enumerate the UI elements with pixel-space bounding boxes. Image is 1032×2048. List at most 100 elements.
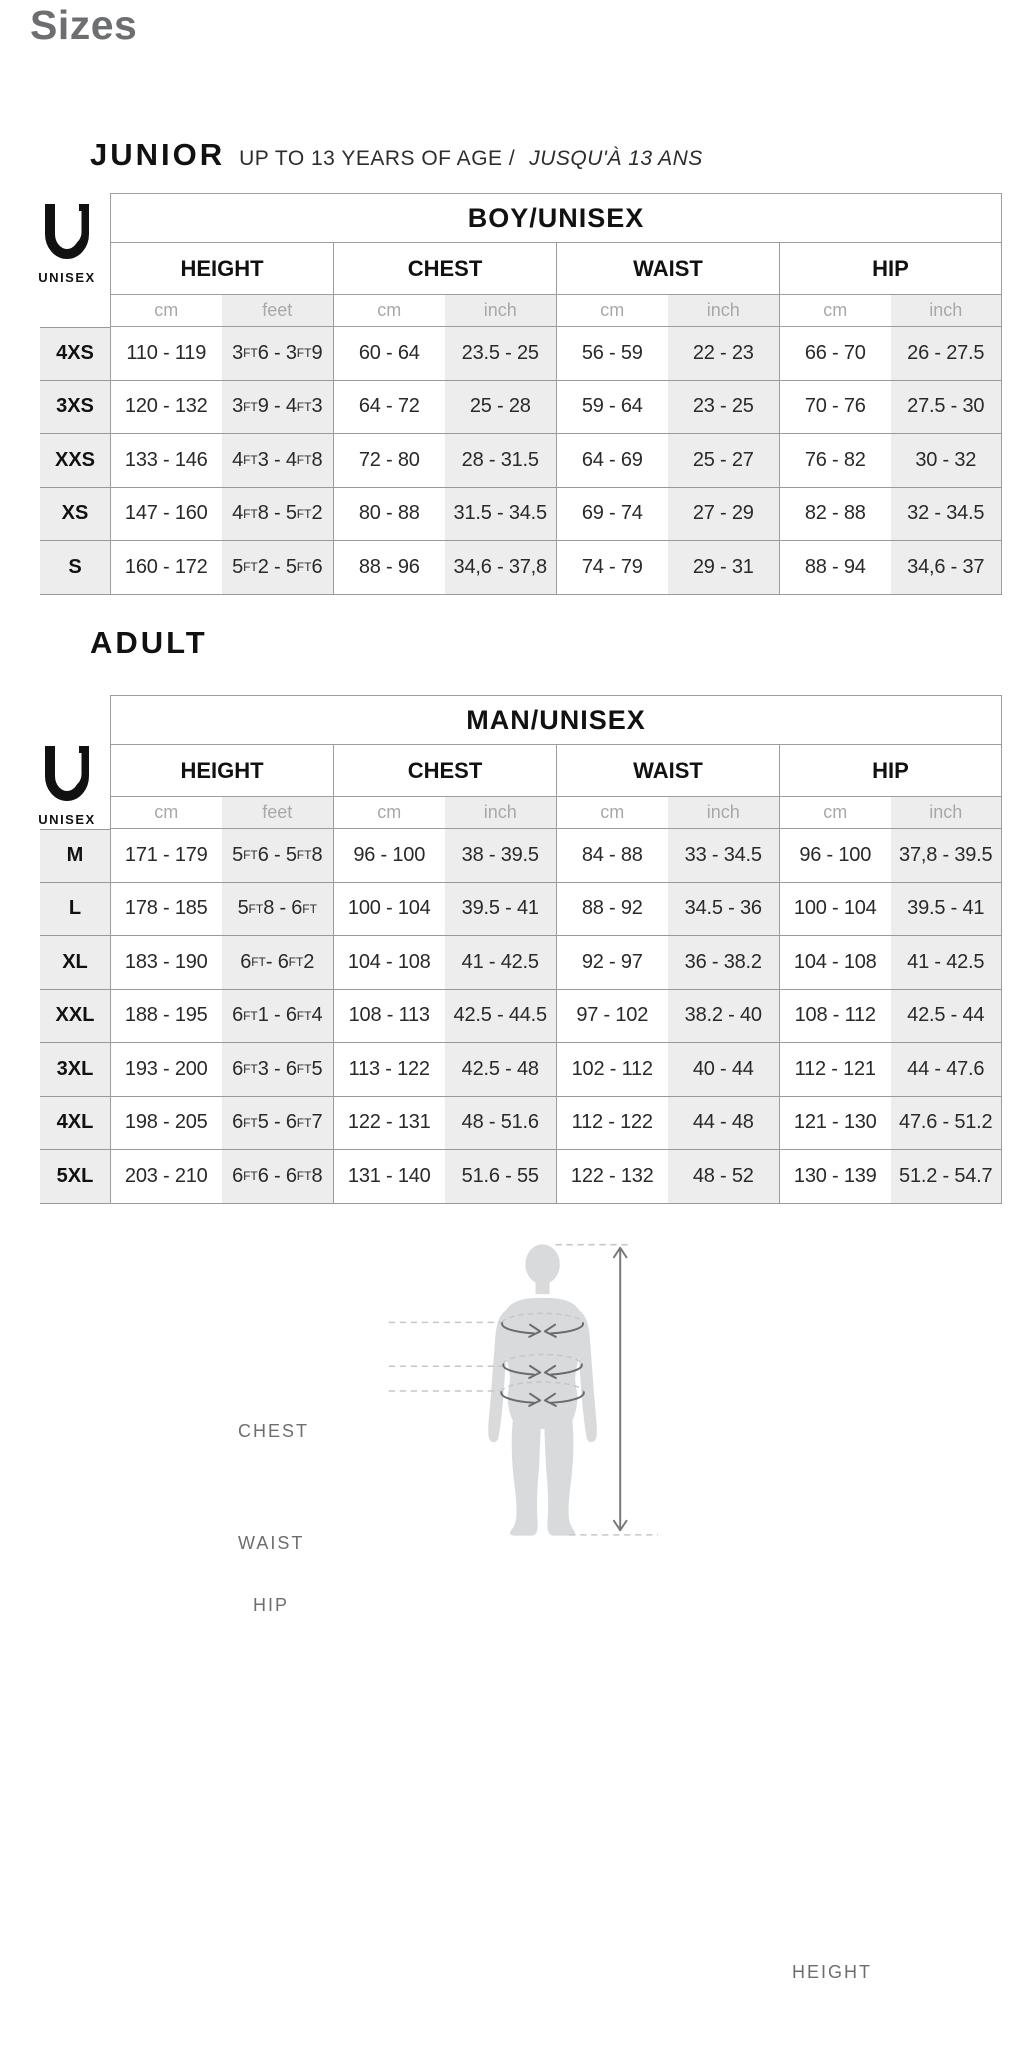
adult-size-label-M: M	[40, 829, 110, 883]
table-cell: 37,8 - 39.5	[890, 829, 1002, 883]
table-cell: 32 - 34.5	[890, 487, 1002, 541]
chest-label: CHEST	[238, 1421, 310, 1441]
table-cell: 133 - 146	[110, 434, 222, 488]
table-cell: 38.2 - 40	[667, 989, 779, 1043]
feet-unit-abbrev: FT	[296, 848, 312, 863]
table-cell: 51.2 - 54.7	[890, 1150, 1002, 1204]
adult-size-label-4XL: 4XL	[40, 1096, 110, 1150]
table-cell: 34,6 - 37	[890, 541, 1002, 595]
table-cell: 34.5 - 36	[667, 882, 779, 936]
table-cell: 3 FT 9 - 4 FT 3	[221, 380, 333, 434]
adult-heading-text: ADULT	[90, 625, 208, 660]
table-cell: 88 - 96	[333, 541, 445, 595]
table-cell: 74 - 79	[556, 541, 668, 595]
adult-size-table: MAN/UNISEX HEIGHT CHEST WAIST HIP cm fee…	[40, 695, 1002, 1204]
feet-unit-abbrev: FT	[243, 848, 258, 863]
feet-unit-abbrev: FT	[302, 901, 317, 916]
table-cell: 5 FT 6 - 5 FT 8	[221, 829, 333, 883]
table-cell: 80 - 88	[333, 487, 445, 541]
body-silhouette	[488, 1244, 597, 1536]
feet-unit-abbrev: FT	[243, 399, 258, 414]
table-cell: 160 - 172	[110, 541, 222, 595]
table-cell: 96 - 100	[779, 829, 891, 883]
adult-col-waist: WAIST	[556, 745, 779, 797]
table-cell: 110 - 119	[110, 327, 222, 381]
feet-unit-abbrev: FT	[296, 399, 312, 414]
table-cell: 193 - 200	[110, 1043, 222, 1097]
table-cell: 69 - 74	[556, 487, 668, 541]
table-cell: 84 - 88	[556, 829, 668, 883]
hip-band-icon	[500, 1381, 585, 1407]
table-cell: 112 - 122	[556, 1096, 668, 1150]
waist-label: WAIST	[238, 1533, 305, 1553]
table-cell: 6 FT 3 - 6 FT 5	[221, 1043, 333, 1097]
feet-unit-abbrev: FT	[296, 506, 312, 521]
table-cell: 5 FT 2 - 5 FT 6	[221, 541, 333, 595]
table-cell: 64 - 72	[333, 380, 445, 434]
table-cell: 203 - 210	[110, 1150, 222, 1204]
adult-unit-hip-cm: cm	[779, 797, 891, 829]
adult-group-spacer	[40, 745, 110, 797]
table-cell: 183 - 190	[110, 936, 222, 990]
adult-size-label-3XL: 3XL	[40, 1043, 110, 1097]
hip-label: HIP	[253, 1595, 290, 1615]
height-label: HEIGHT	[792, 1962, 873, 1982]
junior-col-hip: HIP	[779, 243, 1002, 295]
table-cell: 130 - 139	[779, 1150, 891, 1204]
table-cell: 48 - 51.6	[444, 1096, 556, 1150]
table-cell: 34,6 - 37,8	[444, 541, 556, 595]
junior-unit-hip-cm: cm	[779, 295, 891, 327]
adult-table-corner-spacer	[40, 695, 110, 745]
junior-size-label-4XS: 4XS	[40, 327, 110, 381]
feet-unit-abbrev: FT	[288, 955, 304, 970]
junior-subheading-en: UP TO 13 YEARS OF AGE /	[239, 147, 516, 170]
table-cell: 178 - 185	[110, 882, 222, 936]
feet-unit-abbrev: FT	[248, 901, 264, 916]
table-cell: 41 - 42.5	[890, 936, 1002, 990]
feet-unit-abbrev: FT	[296, 346, 312, 361]
table-cell: 31.5 - 34.5	[444, 487, 556, 541]
feet-unit-abbrev: FT	[296, 453, 312, 468]
adult-size-label-XXL: XXL	[40, 989, 110, 1043]
feet-unit-abbrev: FT	[243, 506, 258, 521]
unisex-logo-junior: UNISEX	[34, 201, 100, 285]
table-cell: 70 - 76	[779, 380, 891, 434]
junior-subheading-fr: JUSQU'À 13 ANS	[529, 147, 703, 170]
feet-unit-abbrev: FT	[296, 1008, 312, 1023]
junior-col-waist: WAIST	[556, 243, 779, 295]
table-cell: 88 - 94	[779, 541, 891, 595]
table-cell: 102 - 112	[556, 1043, 668, 1097]
junior-size-label-XS: XS	[40, 487, 110, 541]
feet-unit-abbrev: FT	[243, 1062, 258, 1077]
adult-units-spacer	[40, 797, 110, 829]
adult-col-height: HEIGHT	[110, 745, 333, 797]
junior-size-label-XXS: XXS	[40, 434, 110, 488]
junior-table-corner-spacer	[40, 193, 110, 243]
chest-band-icon	[501, 1312, 584, 1338]
junior-col-chest: CHEST	[333, 243, 556, 295]
table-cell: 26 - 27.5	[890, 327, 1002, 381]
table-cell: 131 - 140	[333, 1150, 445, 1204]
table-cell: 66 - 70	[779, 327, 891, 381]
table-cell: 88 - 92	[556, 882, 668, 936]
feet-unit-abbrev: FT	[296, 1062, 312, 1077]
unisex-u-icon	[45, 746, 89, 801]
adult-unit-height-feet: feet	[221, 797, 333, 829]
junior-unit-height-cm: cm	[110, 295, 222, 327]
table-cell: 121 - 130	[779, 1096, 891, 1150]
table-cell: 6 FT 1 - 6 FT 4	[221, 989, 333, 1043]
adult-section-heading: ADULT	[90, 625, 208, 661]
adult-col-chest: CHEST	[333, 745, 556, 797]
table-cell: 198 - 205	[110, 1096, 222, 1150]
table-cell: 5 FT 8 - 6 FT	[221, 882, 333, 936]
table-cell: 60 - 64	[333, 327, 445, 381]
junior-unit-waist-cm: cm	[556, 295, 668, 327]
table-cell: 96 - 100	[333, 829, 445, 883]
feet-unit-abbrev: FT	[243, 1169, 258, 1184]
junior-unit-height-feet: feet	[221, 295, 333, 327]
table-cell: 108 - 113	[333, 989, 445, 1043]
feet-unit-abbrev: FT	[296, 1115, 312, 1130]
table-cell: 76 - 82	[779, 434, 891, 488]
table-cell: 6 FT - 6 FT 2	[221, 936, 333, 990]
junior-size-label-S: S	[40, 541, 110, 595]
